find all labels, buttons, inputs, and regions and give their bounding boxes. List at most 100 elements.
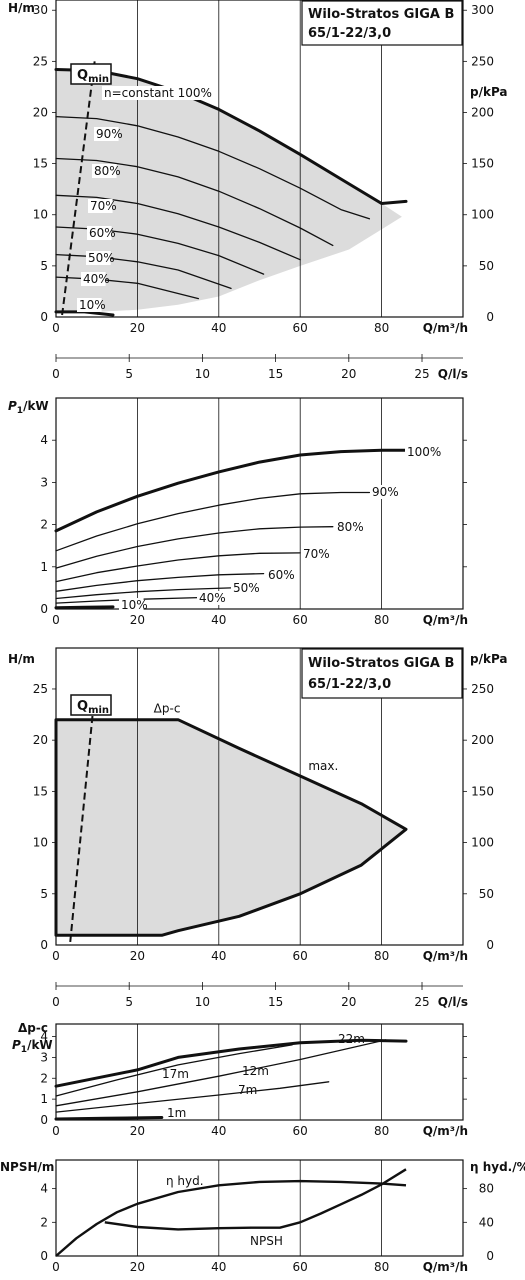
x-tick-label: 40 <box>211 1260 226 1274</box>
series-label: 10% <box>121 598 148 612</box>
ls-axis-label: Q/l/s <box>438 995 468 1009</box>
x-tick-label: 80 <box>374 1124 389 1138</box>
series-line <box>55 552 301 583</box>
y-tick-label: 15 <box>33 784 48 798</box>
y-axis-label-sub: 1 <box>21 1045 27 1055</box>
title-box <box>301 648 463 699</box>
series-label-bg <box>370 485 395 499</box>
series-label: 40% <box>199 591 226 605</box>
chart-title-line2: 65/1-22/3,0 <box>308 677 391 692</box>
qmin-label: Qmin <box>77 68 109 85</box>
y-tick-label: 2 <box>40 1215 48 1229</box>
qmin-box <box>70 63 112 85</box>
x-tick-label: 0 <box>52 949 60 963</box>
y-tick-label: 25 <box>33 54 48 68</box>
operating-range-area <box>56 719 406 936</box>
x-tick-label: 80 <box>374 321 389 335</box>
x-tick-label: 80 <box>374 949 389 963</box>
y-right-tick-label: 250 <box>471 682 494 696</box>
x-tick-label: 80 <box>374 1260 389 1274</box>
y-tick-label: 4 <box>40 1030 48 1044</box>
y-right-tick-label: 150 <box>471 157 494 171</box>
series-label: 100% <box>407 445 441 459</box>
series-line <box>55 253 232 290</box>
series-line <box>55 526 334 569</box>
chart-title-line1: Wilo-Stratos GIGA B <box>308 7 454 22</box>
y-tick-label: 3 <box>40 1050 48 1064</box>
series-label: 60% <box>89 226 116 240</box>
x-tick-label: 60 <box>293 1124 308 1138</box>
series-label: 40% <box>83 272 110 286</box>
x-tick-label: 0 <box>52 1124 60 1138</box>
series-label: 22m <box>338 1032 365 1046</box>
x-tick-label: 20 <box>130 1260 145 1274</box>
y-tick-label: 20 <box>33 733 48 747</box>
qmin-box <box>70 694 112 716</box>
x-tick-label: 60 <box>293 613 308 627</box>
ls-tick-label: 15 <box>268 995 283 1009</box>
series-label: η hyd. <box>166 1174 204 1188</box>
series-label-bg <box>119 598 144 612</box>
series-label: 80% <box>94 164 121 178</box>
y-right-tick-label: 200 <box>471 733 494 747</box>
x-tick-label: 20 <box>130 613 145 627</box>
y-tick-label: 1 <box>40 1092 48 1106</box>
series-label: 60% <box>268 568 295 582</box>
series-label: 70% <box>303 547 330 561</box>
y-tick-label: 25 <box>33 682 48 696</box>
series-label-bg <box>335 520 360 534</box>
y-tick-label: 1 <box>40 560 48 574</box>
series-label: 50% <box>233 581 260 595</box>
y-right-tick-label: 100 <box>471 208 494 222</box>
y-right-axis-label: p/kPa <box>470 652 508 666</box>
ls-tick-label: 15 <box>268 367 283 381</box>
y-tick-label: 4 <box>40 433 48 447</box>
x-axis-label: Q/m³/h <box>423 949 468 963</box>
series-line <box>55 115 371 220</box>
y-axis-label-unit: /kW <box>27 1038 53 1052</box>
y-right-tick-label: 50 <box>479 887 494 901</box>
y-tick-label: 5 <box>40 887 48 901</box>
x-tick-label: 60 <box>293 1260 308 1274</box>
x-tick-label: 20 <box>130 949 145 963</box>
y-right-tick-label: 50 <box>479 259 494 273</box>
y-right-tick-label: 40 <box>479 1215 494 1229</box>
series-line <box>104 1168 407 1231</box>
y-axis-label: H/m <box>8 1 35 15</box>
qmin-subscript: min <box>88 74 109 85</box>
x-tick-label: 0 <box>52 321 60 335</box>
series-label: n=constant 100% <box>104 86 212 100</box>
qmin-label: Qmin <box>77 699 109 716</box>
y-axis-label-top: Δp-c <box>18 1021 48 1035</box>
series-label-bg <box>88 199 113 213</box>
ls-tick-label: 25 <box>414 995 429 1009</box>
series-label-bg <box>197 591 222 605</box>
series-line <box>55 1179 407 1257</box>
npsh-chart-frame <box>55 1159 464 1257</box>
y-tick-label: 5 <box>40 259 48 273</box>
title-box <box>301 0 463 46</box>
x-tick-label: 80 <box>374 613 389 627</box>
series-line <box>54 1038 408 1088</box>
y-tick-label: 2 <box>40 1071 48 1085</box>
y-tick-label: 0 <box>40 1249 48 1263</box>
x-tick-label: 40 <box>211 1124 226 1138</box>
p1-dpc-chart-frame <box>55 1023 464 1121</box>
curve-annotation: Δp-c <box>154 702 181 716</box>
series-line <box>55 491 371 552</box>
ls-tick-label: 0 <box>52 995 60 1009</box>
y-tick-label: 30 <box>33 3 48 17</box>
y-tick-label: 20 <box>33 105 48 119</box>
series-label-bg <box>266 568 291 582</box>
y-right-tick-label: 150 <box>471 784 494 798</box>
x-tick-label: 20 <box>130 1124 145 1138</box>
series-label: 7m <box>238 1083 257 1097</box>
series-label-bg <box>86 251 111 265</box>
y-axis-label: H/m <box>8 652 35 666</box>
series-line <box>55 587 232 600</box>
y-right-tick-label: 0 <box>486 1249 494 1263</box>
x-tick-label: 60 <box>293 321 308 335</box>
y-right-tick-label: 300 <box>471 3 494 17</box>
x-axis-label: Q/m³/h <box>423 613 468 627</box>
y-tick-label: 3 <box>40 475 48 489</box>
